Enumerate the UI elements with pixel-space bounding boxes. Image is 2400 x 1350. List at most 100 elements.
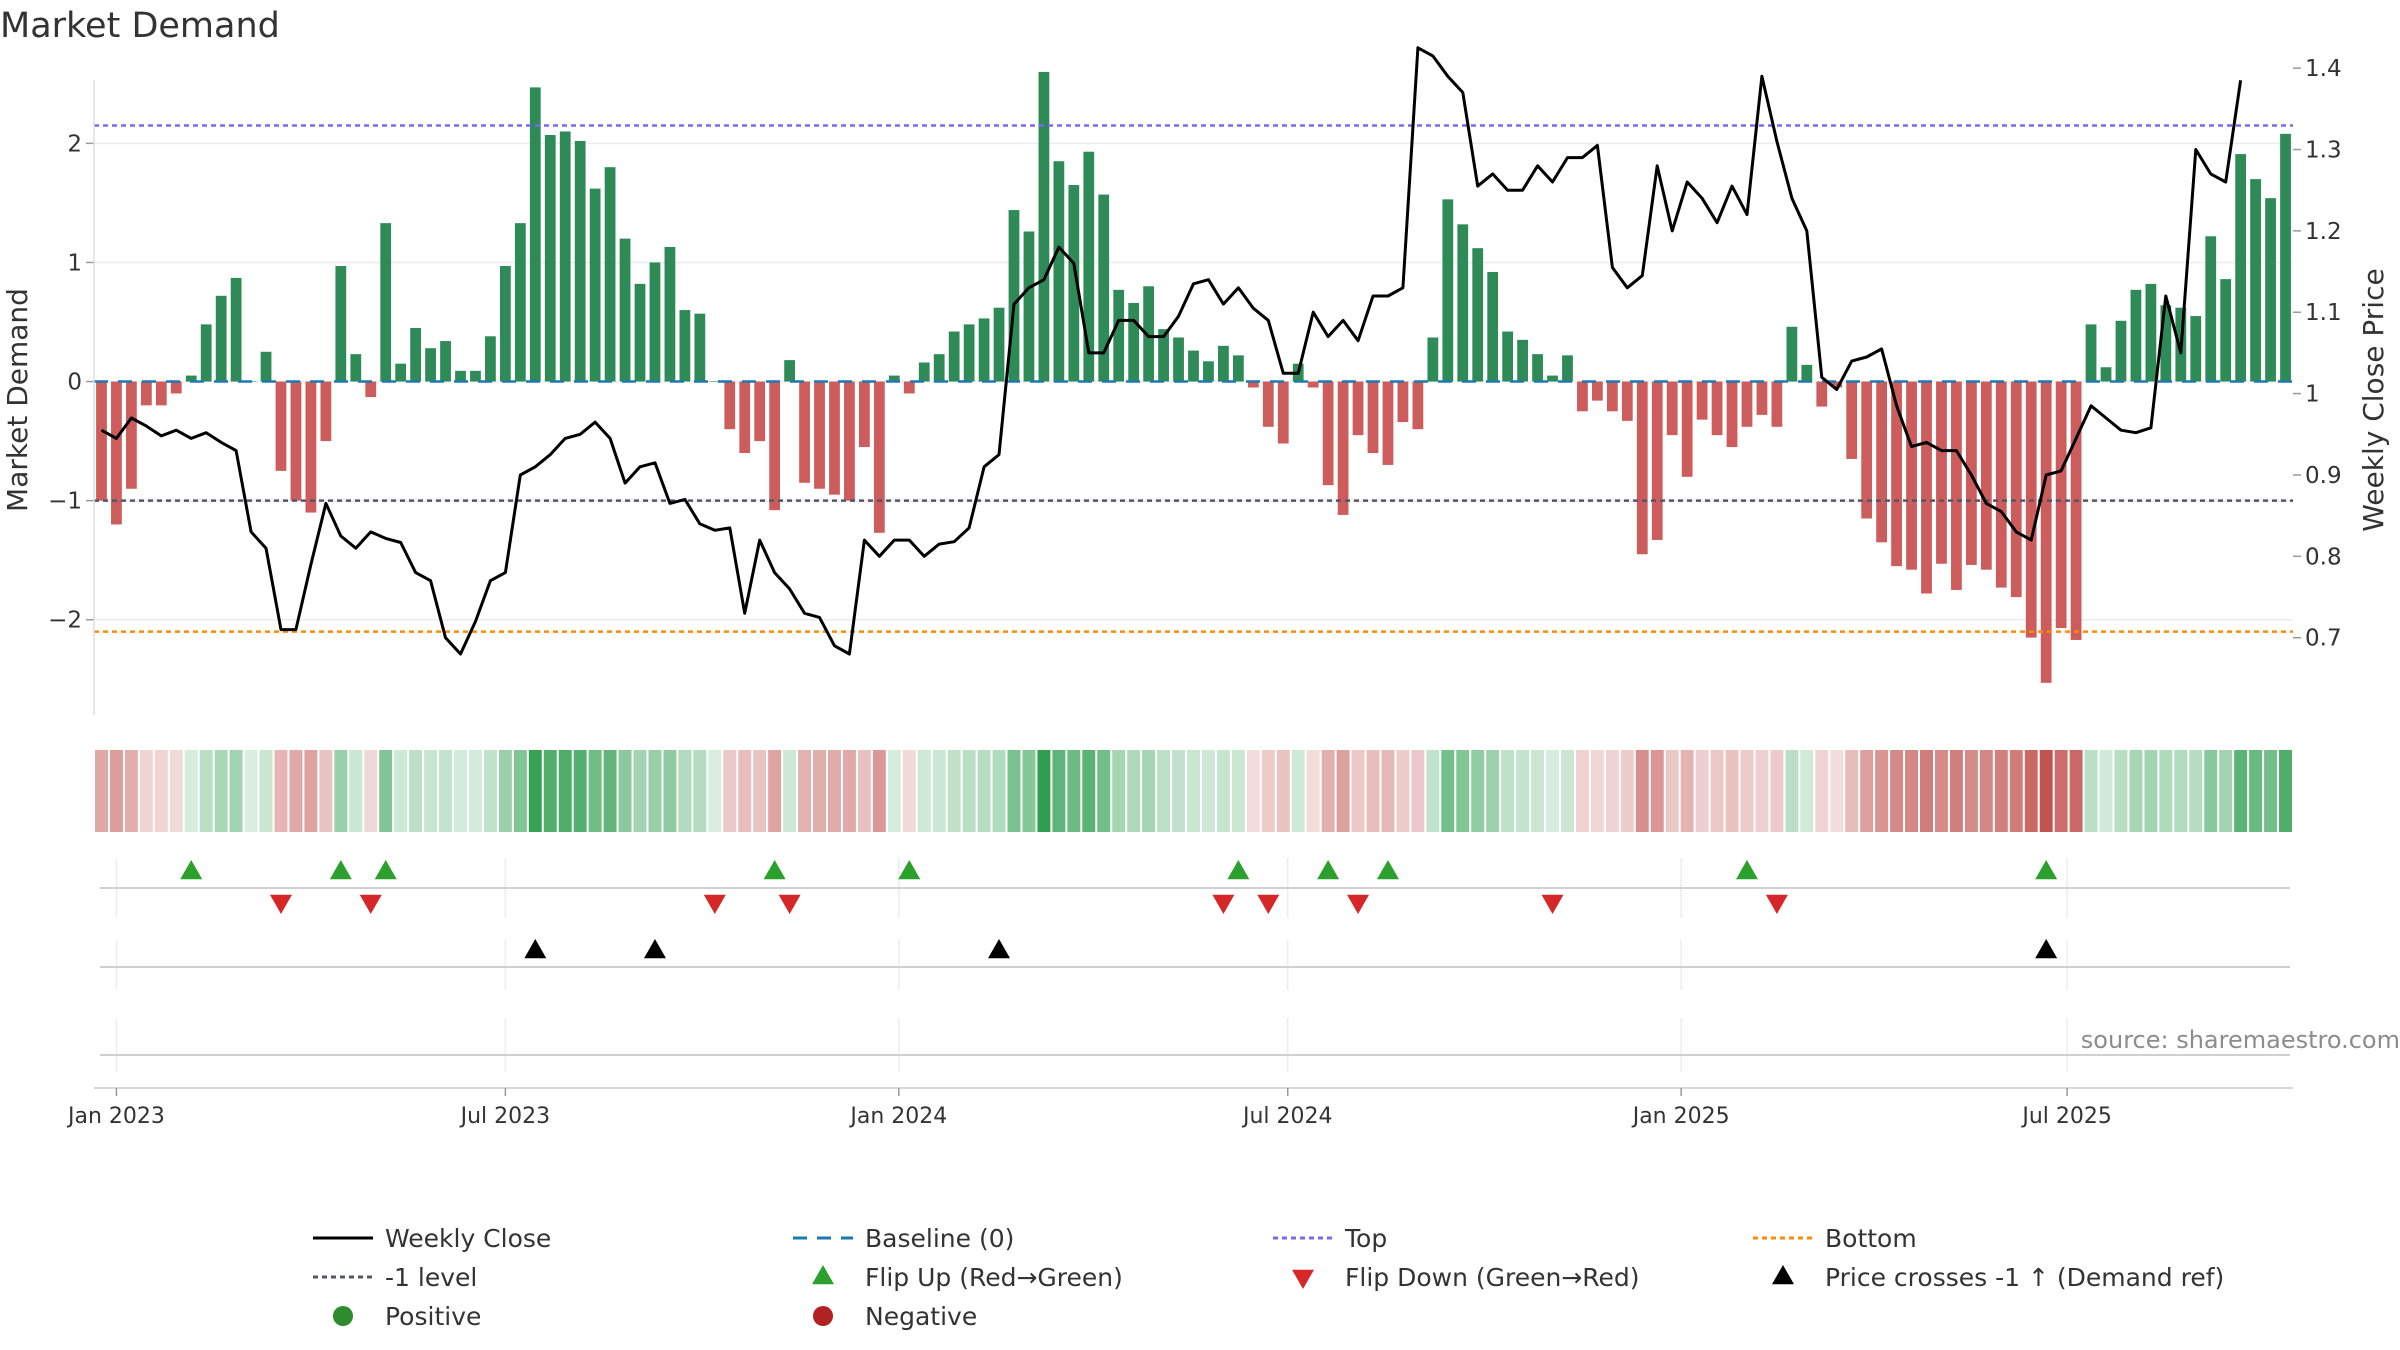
flip-down-marker (359, 894, 382, 914)
flip-down-marker (703, 894, 726, 914)
demand-bar-negative (2070, 381, 2082, 640)
y-tick-label-left: 0 (67, 370, 82, 396)
demand-bar-negative (1606, 381, 1618, 412)
heat-cell (1905, 750, 1919, 832)
x-tick-label: Jul 2024 (1241, 1104, 1333, 1129)
demand-bar-negative (1412, 381, 1424, 430)
demand-bar-positive (2190, 316, 2202, 382)
heat-cell (424, 750, 438, 832)
flip-up-marker (1227, 860, 1250, 880)
heat-cell (872, 750, 886, 832)
legend-swatch (813, 1306, 833, 1326)
demand-bar-negative (2040, 381, 2052, 683)
heat-cell (1231, 750, 1245, 832)
demand-bar-negative (1337, 381, 1349, 515)
heat-cell (259, 750, 273, 832)
demand-bar-negative (1352, 381, 1364, 436)
demand-bar-positive (470, 370, 481, 382)
y-axis-label-left: Market Demand (1, 288, 34, 512)
y-tick-label-right: 1.4 (2305, 56, 2342, 82)
y-tick-label-left: 2 (67, 131, 82, 157)
demand-bar-negative (1921, 381, 1932, 594)
source-note: source: sharemaestro.com (2081, 1026, 2400, 1054)
demand-bar-positive (1053, 161, 1065, 382)
heat-cell (977, 750, 991, 832)
flip-down-marker (269, 894, 292, 914)
demand-bar-positive (1502, 331, 1514, 382)
heat-cell (394, 750, 408, 832)
x-tick-label: Jan 2025 (1631, 1104, 1730, 1129)
heat-cell (723, 750, 737, 832)
heat-cell (603, 750, 617, 832)
heat-cell (1067, 750, 1081, 832)
heat-cell (887, 750, 901, 832)
demand-bar-negative (769, 381, 781, 511)
demand-bar-positive (2235, 154, 2247, 382)
demand-bar-negative (126, 381, 137, 489)
demand-bar-positive (395, 363, 407, 382)
legend-label: Price crosses -1 ↑ (Demand ref) (1825, 1263, 2224, 1292)
legend-item-positive: Positive (333, 1302, 481, 1331)
demand-bar-positive (2100, 367, 2112, 382)
flip-down-marker (1765, 894, 1788, 914)
heat-cell (588, 750, 602, 832)
heat-cell (199, 750, 213, 832)
demand-bar-positive (649, 262, 661, 382)
demand-bar-negative (859, 381, 870, 448)
price-cross-marker (643, 939, 666, 959)
heat-cell (1007, 750, 1021, 832)
heat-cell (1082, 750, 1096, 832)
legend-label: Flip Down (Green→Red) (1345, 1263, 1640, 1292)
y-tick-label-left: −1 (48, 489, 82, 515)
demand-bar-negative (1696, 381, 1708, 420)
demand-bar-positive (1038, 71, 1050, 382)
heat-cell (1426, 750, 1440, 832)
demand-bar-positive (933, 354, 945, 382)
demand-bar-negative (1711, 381, 1723, 436)
demand-bar-negative (96, 381, 107, 501)
demand-bar-positive (230, 277, 242, 382)
legend-item-top: Top (1273, 1224, 1387, 1253)
heat-cell (109, 750, 123, 832)
empty-panel (100, 1018, 2290, 1072)
price-cross-marker (524, 939, 547, 959)
demand-bar-positive (425, 348, 436, 382)
demand-bar-negative (155, 381, 167, 406)
heat-cell (2264, 750, 2278, 832)
x-tick-label: Jan 2023 (66, 1104, 165, 1129)
heat-cell (1979, 750, 1993, 832)
heat-cell (1590, 750, 1604, 832)
demand-bar-positive (2280, 133, 2291, 382)
demand-bar-positive (1232, 355, 1244, 382)
demand-bar-positive (1158, 329, 1169, 382)
demand-bar-negative (873, 381, 885, 533)
demand-bar-positive (1562, 355, 1573, 382)
demand-bar-positive (559, 131, 571, 382)
demand-bar-positive (1068, 185, 1080, 382)
y-tick-label-right: 1.2 (2305, 219, 2342, 245)
demand-bar-positive (499, 266, 511, 382)
heat-cell (947, 750, 961, 832)
heat-cell (1680, 750, 1694, 832)
heat-cell (1755, 750, 1769, 832)
heat-cell (2204, 750, 2218, 832)
demand-bars (96, 71, 2291, 683)
flip-up-marker (374, 860, 397, 880)
demand-bar-positive (485, 336, 496, 382)
demand-bar-positive (455, 370, 466, 382)
flip-up-marker (763, 860, 786, 880)
demand-bar-negative (1846, 381, 1858, 459)
heat-cell (693, 750, 707, 832)
heat-cell (139, 750, 153, 832)
x-axis: Jan 2023 Jul 2023 Jan 2024 Jul 2024 Jan 2025… (66, 1087, 2293, 1129)
heat-cell (932, 750, 946, 832)
demand-bar-positive (2160, 305, 2172, 382)
flip-up-marker (1376, 860, 1399, 880)
demand-bar-positive (1128, 302, 1140, 382)
demand-bar-positive (679, 310, 691, 382)
legend-item-minus_one: -1 level (313, 1263, 477, 1292)
demand-bar-positive (918, 362, 930, 382)
legend-item-baseline: Baseline (0) (793, 1224, 1014, 1253)
legend-label: Bottom (1825, 1224, 1917, 1253)
heat-cell (2249, 750, 2263, 832)
